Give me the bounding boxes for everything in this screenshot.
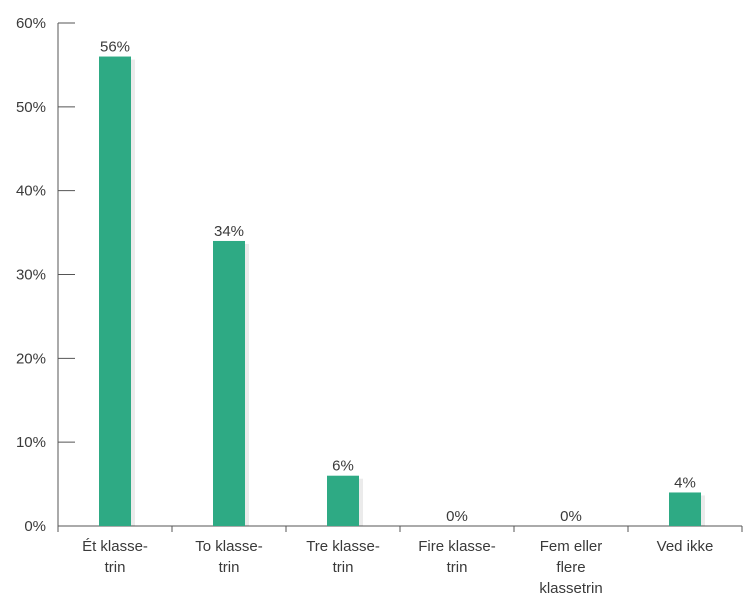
y-tick-label: 50% (16, 99, 46, 116)
data-labels: 56% 34% 6% 0% 0% 4% (100, 39, 696, 525)
category-label: To klasse-trin (195, 538, 263, 576)
category-label: Fem eller flere klassetrin (539, 538, 602, 596)
data-label: 6% (332, 458, 354, 475)
y-tick-label: 40% (16, 183, 46, 200)
data-label: 0% (560, 508, 582, 525)
bar (99, 56, 131, 527)
data-label: 56% (100, 39, 130, 56)
bar (669, 492, 701, 526)
data-label: 4% (674, 474, 696, 491)
data-label: 0% (446, 508, 468, 525)
category-label: Ved ikke (657, 538, 714, 555)
data-label: 34% (214, 223, 244, 240)
bars (99, 56, 705, 527)
category-label: Fire klasse-trin (418, 538, 496, 576)
y-tick-label: 30% (16, 267, 46, 284)
y-tick-label: 20% (16, 350, 46, 367)
category-label: Tre klasse-trin (306, 538, 380, 576)
x-axis: Ét klasse-trin To klasse-trin Tre klasse-t… (57, 525, 743, 596)
bar (327, 475, 359, 526)
bar (213, 240, 245, 526)
y-tick-label: 60% (16, 15, 46, 32)
y-tick-label: 0% (24, 518, 46, 535)
y-tick-label: 10% (16, 434, 46, 451)
category-label: Ét klasse-trin (82, 538, 148, 576)
y-axis: 0% 10% 20% 30% 40% 50% 60% (16, 15, 75, 535)
